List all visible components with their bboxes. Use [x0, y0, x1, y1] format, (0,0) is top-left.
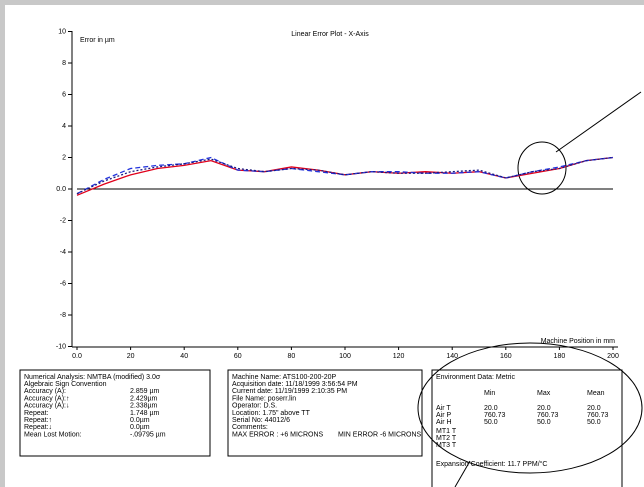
y-tick-label: 0.0 [56, 186, 66, 193]
environment-cell: MT1 T [436, 428, 457, 435]
environment-cell: Air P [436, 412, 452, 419]
y-tick-label: -2 [60, 217, 66, 224]
environment-cell: 20.0 [484, 405, 498, 412]
machine-box [227, 369, 423, 457]
series-line [76, 156, 614, 196]
environment-cell: Air T [436, 405, 451, 412]
analysis-text: Numerical Analysis: NMTBA (modified) 3.0… [24, 374, 161, 381]
highlight-circle [517, 141, 567, 195]
callout-line [454, 460, 471, 487]
analysis-text: 0.0µm [130, 417, 150, 424]
machine-text: MAX ERROR : +6 MICRONS [232, 431, 324, 438]
environment-cell: Air H [436, 419, 452, 426]
machine-text: Operator: D.S. [232, 403, 277, 410]
environment-cell: 760.73 [484, 412, 506, 419]
environment-cell: 50.0 [484, 419, 498, 426]
environment-header: Mean [587, 390, 605, 397]
environment-box [431, 369, 623, 487]
chart-title: Linear Error Plot - X-Axis [291, 31, 369, 38]
page [5, 5, 644, 487]
machine-text: Acquisition date: 11/18/1999 3:56:54 PM [232, 381, 358, 388]
y-tick-label: -10 [56, 343, 66, 350]
environment-cell: 20.0 [587, 405, 601, 412]
environment-cell: 760.73 [587, 412, 609, 419]
environment-cell: 50.0 [587, 419, 601, 426]
analysis-text: Mean Lost Motion: [24, 431, 82, 438]
analysis-text: Algebraic Sign Convention [24, 381, 107, 388]
x-tick-label: 40 [180, 353, 188, 360]
x-tick-label: 0.0 [72, 353, 82, 360]
y-tick-label: 6 [62, 91, 66, 98]
machine-text: Serial No: 44012/6 [232, 417, 290, 424]
environment-cell: 50.0 [537, 419, 551, 426]
y-tick-label: 10 [58, 28, 66, 35]
x-tick-label: 100 [339, 353, 351, 360]
machine-text: Machine Name: ATS100-200-20P [232, 374, 336, 381]
y-tick-label: 4 [62, 123, 66, 130]
y-tick-label: -6 [60, 280, 66, 287]
analysis-text: -.09795 µm [130, 431, 166, 438]
machine-text: Location: 1.75" above TT [232, 410, 311, 417]
environment-cell: MT2 T [436, 435, 457, 442]
analysis-text: Repeat:↑ [24, 417, 52, 424]
y-tick-label: 8 [62, 60, 66, 67]
x-tick-label: 140 [446, 353, 458, 360]
analysis-text: Accuracy (A):↓ [24, 403, 70, 410]
environment-cell: 760.73 [537, 412, 559, 419]
analysis-box [19, 369, 211, 457]
analysis-text: 2.338µm [130, 403, 158, 410]
analysis-text: Accuracy (A): [24, 388, 66, 395]
x-tick-label: 120 [393, 353, 405, 360]
highlight-ellipse [417, 342, 643, 474]
x-tick-label: 20 [127, 353, 135, 360]
analysis-text: Repeat: [24, 410, 49, 417]
x-tick-label: 80 [288, 353, 296, 360]
analysis-text: Accuracy (A):↑ [24, 395, 70, 402]
callout-line [555, 91, 642, 153]
y-tick-label: -8 [60, 312, 66, 319]
x-tick-label: 200 [607, 353, 619, 360]
y-tick-label: 2 [62, 154, 66, 161]
machine-text: MIN ERROR -6 MICRONS [338, 431, 422, 438]
analysis-text: 0.0µm [130, 424, 150, 431]
analysis-text: 2.859 µm [130, 388, 159, 395]
x-axis-label: Machine Position in mm [541, 338, 615, 345]
x-tick-label: 180 [554, 353, 566, 360]
environment-cell: 20.0 [537, 405, 551, 412]
machine-text: Comments: [232, 424, 268, 431]
analysis-text: 1.748 µm [130, 410, 159, 417]
series-line [76, 156, 614, 195]
y-axis-label: Error in µm [80, 37, 115, 44]
machine-text: File Name: poserr.lin [232, 395, 296, 402]
environment-footer: Expansion Coefficient: 11.7 PPM/°C [436, 460, 548, 468]
environment-header: Min [484, 390, 495, 397]
environment-header: Max [537, 390, 551, 397]
x-tick-label: 160 [500, 353, 512, 360]
machine-text: Current date: 11/19/1999 2:10:35 PM [232, 388, 347, 395]
analysis-text: Repeat:↓ [24, 424, 52, 431]
x-tick-label: 60 [234, 353, 242, 360]
environment-title: Environment Data: Metric [436, 374, 515, 381]
analysis-text: 2.429µm [130, 395, 158, 402]
y-tick-label: -4 [60, 249, 66, 256]
environment-cell: MT3 T [436, 442, 457, 449]
